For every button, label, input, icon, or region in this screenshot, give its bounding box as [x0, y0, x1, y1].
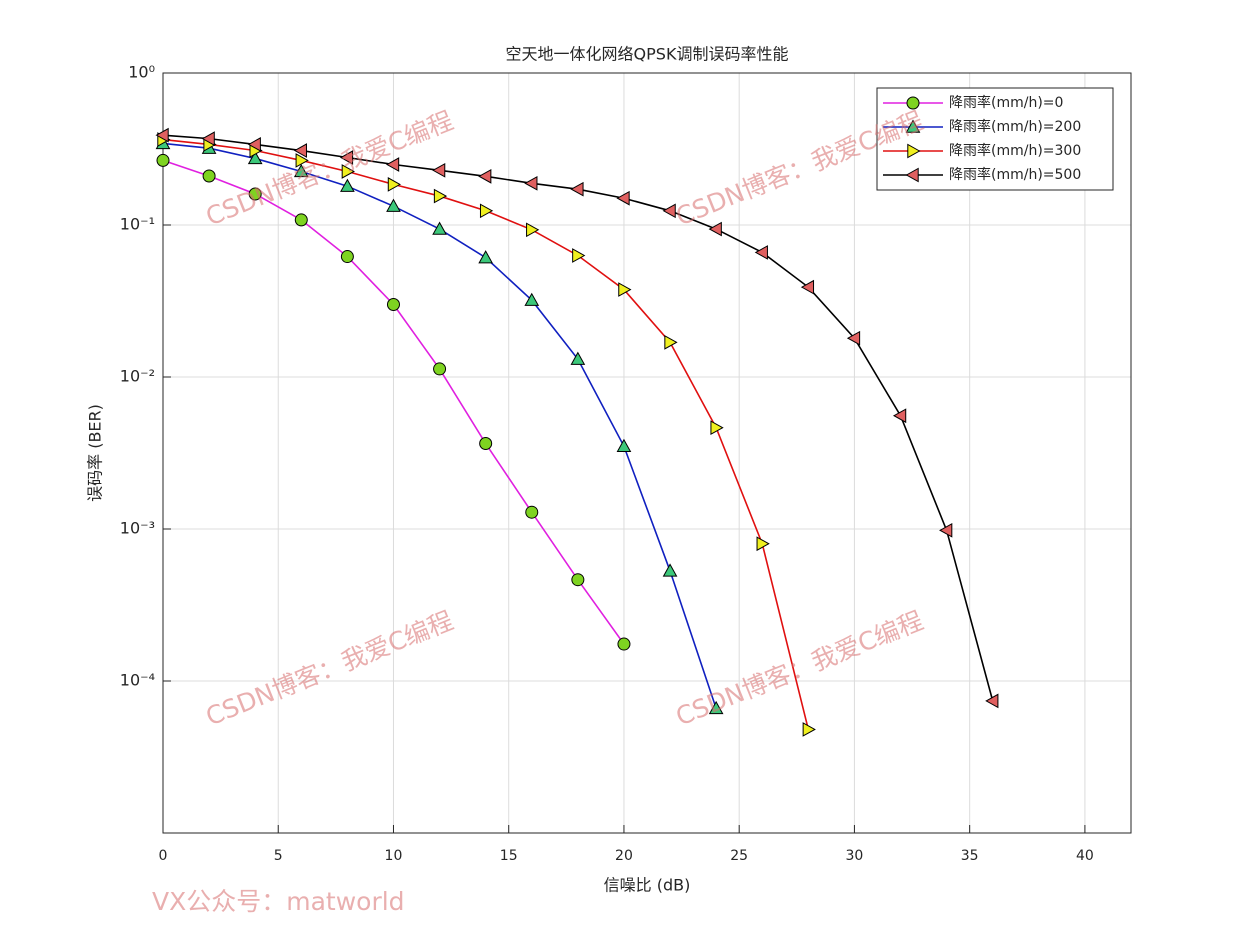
data-point: [202, 169, 216, 183]
x-tick-label: 5: [274, 848, 283, 864]
x-tick-label: 15: [500, 848, 518, 864]
data-point: [247, 137, 261, 152]
y-axis-label: 误码率 (BER): [86, 404, 105, 502]
data-point: [248, 187, 262, 201]
legend-label: 降雨率(mm/h)=0: [949, 94, 1063, 111]
data-point: [341, 164, 355, 179]
x-tick-label: 30: [846, 848, 864, 864]
data-point: [293, 163, 309, 178]
legend-marker: [906, 96, 920, 110]
data-point: [432, 162, 446, 178]
x-tick-label: 0: [159, 848, 168, 864]
y-tick-label: 10⁰: [128, 63, 155, 82]
data-point: [386, 198, 401, 212]
data-point: [664, 335, 678, 350]
footer-text: VX公众号：matworld: [152, 887, 405, 916]
legend-label: 降雨率(mm/h)=300: [949, 142, 1081, 159]
data-point: [201, 131, 215, 146]
data-point: [846, 330, 861, 346]
data-point: [572, 248, 586, 263]
data-point: [618, 282, 632, 297]
data-point: [479, 203, 494, 219]
data-point: [524, 292, 540, 306]
data-point: [433, 188, 448, 204]
data-point: [525, 505, 539, 519]
x-tick-label: 25: [730, 848, 748, 864]
data-point: [155, 127, 169, 143]
data-point: [433, 362, 447, 376]
data-point: [616, 438, 632, 453]
data-point: [478, 250, 494, 264]
data-point: [662, 203, 676, 219]
data-point: [386, 297, 400, 311]
data-point: [432, 221, 447, 235]
data-point: [524, 175, 538, 191]
plot-frame: [162, 72, 1132, 834]
legend-marker: [907, 143, 921, 159]
legend-label: 降雨率(mm/h)=500: [949, 166, 1081, 183]
data-point: [478, 168, 492, 184]
data-point: [156, 153, 170, 167]
y-tick-label: 10⁻²: [120, 367, 155, 386]
chart-title: 空天地一体化网络QPSK调制误码率性能: [506, 45, 789, 64]
data-point: [708, 221, 722, 237]
data-point: [294, 213, 308, 227]
y-tick-label: 10⁻¹: [120, 215, 155, 234]
data-point: [617, 637, 631, 651]
data-point: [985, 693, 999, 709]
data-point: [247, 150, 263, 165]
legend-marker: [905, 167, 919, 183]
data-point: [616, 190, 630, 206]
data-point: [526, 222, 540, 238]
data-point: [293, 143, 307, 158]
data-point: [800, 279, 815, 295]
y-tick-label: 10⁻³: [120, 519, 155, 538]
x-tick-label: 20: [615, 848, 633, 864]
data-point: [571, 573, 585, 587]
x-tick-label: 35: [961, 848, 979, 864]
data-point: [662, 563, 678, 577]
data-point: [339, 150, 354, 165]
data-point: [756, 536, 770, 552]
data-point: [340, 250, 354, 264]
data-point: [387, 177, 402, 192]
data-point: [710, 420, 724, 436]
data-point: [892, 408, 907, 424]
data-point: [570, 351, 586, 365]
x-tick-label: 40: [1076, 848, 1094, 864]
x-axis-label: 信噪比 (dB): [604, 876, 691, 895]
legend-marker: [905, 119, 921, 133]
data-point: [340, 178, 355, 192]
data-point: [570, 181, 584, 197]
data-point: [295, 153, 309, 168]
data-point: [479, 437, 493, 451]
data-point: [939, 522, 953, 538]
data-point: [708, 700, 724, 715]
data-point: [754, 245, 768, 260]
x-tick-label: 10: [385, 848, 403, 864]
data-point: [385, 157, 400, 172]
data-point: [802, 722, 816, 737]
y-tick-label: 10⁻⁴: [120, 671, 155, 690]
legend-label: 降雨率(mm/h)=200: [949, 118, 1081, 135]
